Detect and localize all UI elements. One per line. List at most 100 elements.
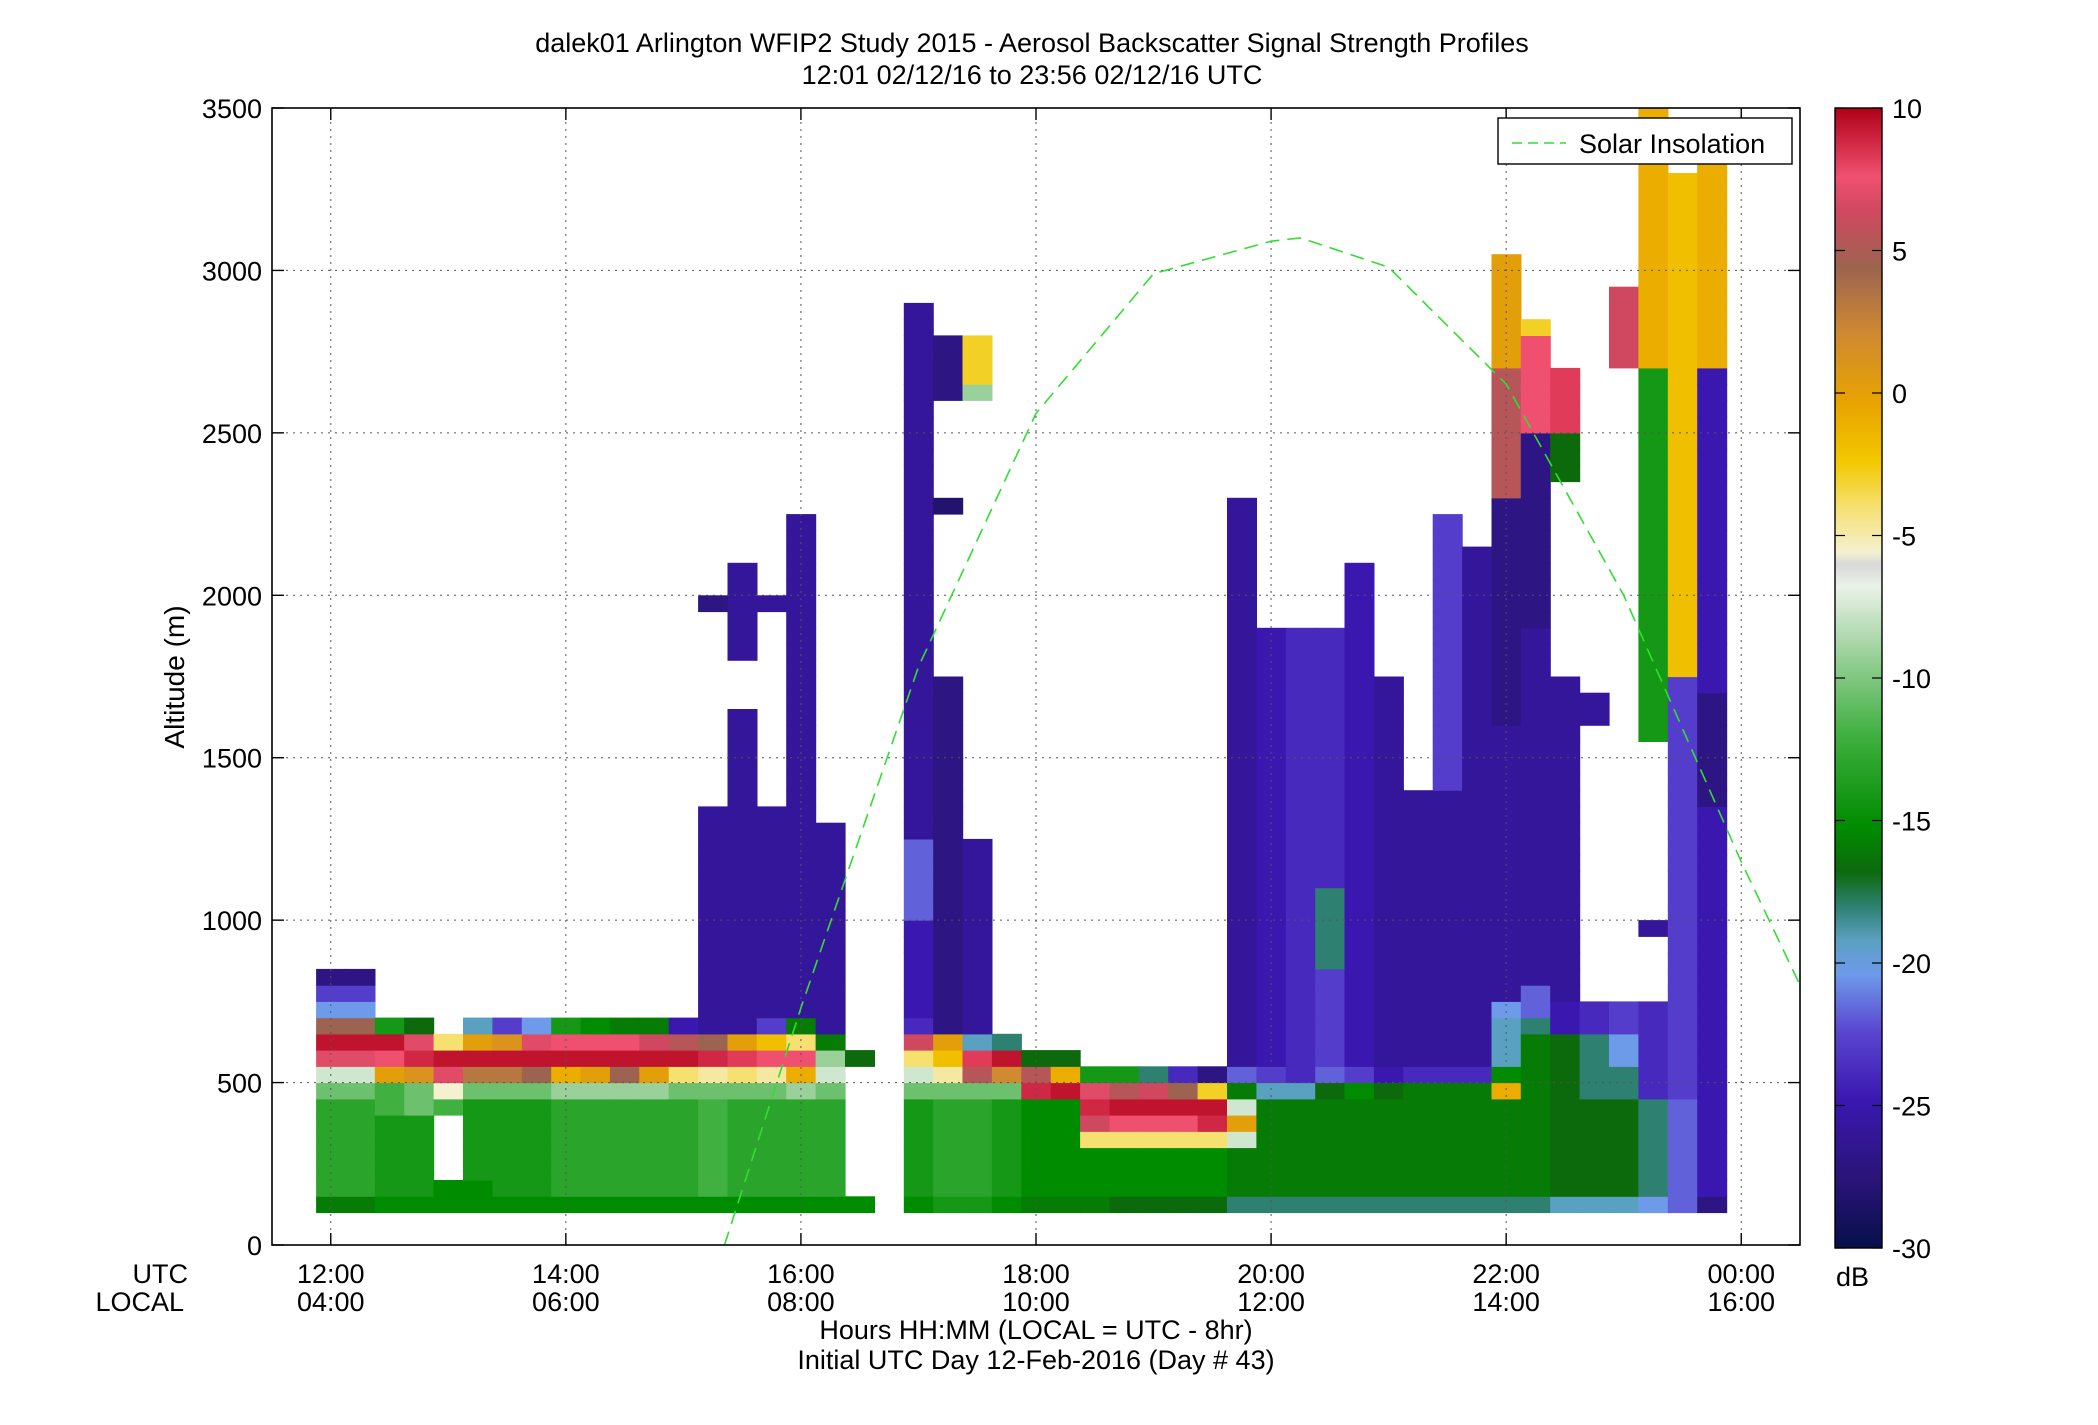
- heatmap-cell: [1697, 660, 1728, 678]
- heatmap-cell: [1520, 449, 1551, 466]
- heatmap-cell: [551, 1147, 582, 1165]
- heatmap-cell: [1285, 774, 1316, 791]
- heatmap-cell: [1168, 1066, 1199, 1084]
- heatmap-cell: [1638, 384, 1669, 401]
- heatmap-cell: [1667, 1196, 1698, 1214]
- heatmap-cell: [727, 757, 758, 775]
- heatmap-cell: [1315, 822, 1346, 840]
- heatmap-cell: [521, 1033, 552, 1051]
- heatmap-cell: [1227, 903, 1257, 921]
- heatmap-cell: [962, 1001, 993, 1019]
- heatmap-cell: [1315, 838, 1346, 856]
- heatmap-cell: [1638, 481, 1669, 499]
- colorbar-tick-label: -25: [1892, 1092, 1931, 1122]
- heatmap-cell: [1638, 530, 1669, 548]
- heatmap-cell: [609, 1147, 640, 1165]
- heatmap-cell: [903, 1147, 934, 1165]
- heatmap-cell: [345, 1131, 376, 1149]
- heatmap-cell: [1550, 871, 1581, 889]
- colorbar-tick-labels: 10 5 0 -5 -10 -15 -20 -25 -30: [1835, 94, 1931, 1264]
- heatmap-cell: [1373, 1147, 1404, 1165]
- heatmap-cell: [1667, 173, 1698, 190]
- heatmap-cell: [1168, 1147, 1199, 1165]
- heatmap-cell: [1550, 1163, 1581, 1181]
- heatmap-cell: [1285, 1033, 1316, 1051]
- heatmap-cell: [903, 1196, 934, 1214]
- heatmap-cell: [1638, 1066, 1669, 1084]
- heatmap-cell: [1550, 985, 1581, 1002]
- heatmap-cell: [374, 1033, 405, 1051]
- heatmap-cell: [492, 1017, 523, 1035]
- heatmap-cell: [1227, 546, 1257, 564]
- heatmap-cell: [1462, 1163, 1493, 1181]
- heatmap-cell: [1667, 1017, 1698, 1035]
- heatmap-cell: [551, 1082, 582, 1100]
- heatmap-cell: [1667, 514, 1698, 531]
- heatmap-cell: [1403, 985, 1434, 1002]
- heatmap-cell: [1315, 627, 1346, 645]
- heatmap-cell: [1667, 335, 1698, 353]
- heatmap-cell: [1256, 1082, 1287, 1100]
- heatmap-cell: [1667, 254, 1698, 271]
- heatmap-cell: [1168, 1098, 1199, 1116]
- heatmap-cell: [1021, 1131, 1052, 1149]
- heatmap-cell: [727, 709, 758, 726]
- heatmap-cell: [1579, 1050, 1610, 1067]
- heatmap-cell: [1579, 1001, 1610, 1019]
- heatmap-cell: [1256, 855, 1287, 872]
- heatmap-cell: [1432, 822, 1463, 840]
- x-tick-labels: 12:0004:0014:0006:0016:0008:0018:0010:00…: [297, 1259, 1775, 1317]
- heatmap-cell: [1550, 1050, 1581, 1067]
- heatmap-cell: [1227, 838, 1257, 856]
- heatmap-cell: [1638, 1163, 1669, 1181]
- heatmap-cell: [933, 822, 964, 840]
- heatmap-cell: [903, 985, 934, 1002]
- heatmap-cell: [1520, 416, 1551, 434]
- heatmap-cell: [1491, 985, 1522, 1002]
- heatmap-cell: [1285, 627, 1316, 645]
- heatmap-cell: [1520, 335, 1551, 353]
- heatmap-cell: [1462, 546, 1493, 564]
- heatmap-cell: [727, 1001, 758, 1019]
- heatmap-cell: [933, 952, 964, 970]
- heatmap-cell: [698, 1050, 729, 1067]
- heatmap-cell: [1550, 1196, 1581, 1214]
- heatmap-cell: [727, 985, 758, 1002]
- heatmap-cell: [1638, 432, 1669, 450]
- heatmap-cell: [1550, 822, 1581, 840]
- heatmap-cell: [1638, 1115, 1669, 1132]
- heatmap-cell: [756, 1147, 787, 1165]
- heatmap-cell: [903, 887, 934, 905]
- heatmap-cell: [316, 1196, 347, 1214]
- heatmap-cell: [1050, 1066, 1081, 1084]
- heatmap-cell: [815, 1115, 846, 1132]
- heatmap-cell: [1315, 968, 1346, 986]
- heatmap-cell: [1697, 432, 1728, 450]
- solar-insolation-curve: [723, 237, 1801, 1246]
- heatmap-cell: [1550, 855, 1581, 872]
- heatmap-cell: [1520, 1017, 1551, 1035]
- heatmap-cell: [1667, 351, 1698, 369]
- heatmap-cell: [933, 936, 964, 954]
- heatmap-cell: [1403, 1033, 1434, 1051]
- heatmap-cell: [1550, 1098, 1581, 1116]
- x-tick-label-local: 06:00: [532, 1287, 600, 1317]
- heatmap-cell: [1520, 644, 1551, 661]
- heatmap-cell: [903, 660, 934, 678]
- heatmap-cell: [1373, 855, 1404, 872]
- heatmap-cell: [492, 1050, 523, 1067]
- heatmap-cell: [1227, 595, 1257, 613]
- heatmap-cell: [1021, 1147, 1052, 1165]
- heatmap-cell: [1138, 1082, 1169, 1100]
- heatmap-cell: [815, 1098, 846, 1116]
- heatmap-cell: [698, 1147, 729, 1165]
- heatmap-cell: [1344, 1115, 1375, 1132]
- heatmap-cell: [1638, 497, 1669, 515]
- heatmap-cell: [962, 1147, 993, 1165]
- heatmap-cell: [991, 1180, 1022, 1197]
- heatmap-cell: [933, 335, 964, 353]
- heatmap-cell: [463, 1196, 493, 1214]
- heatmap-cell: [698, 920, 729, 937]
- heatmap-cell: [1432, 725, 1463, 742]
- heatmap-cell: [1697, 1050, 1728, 1067]
